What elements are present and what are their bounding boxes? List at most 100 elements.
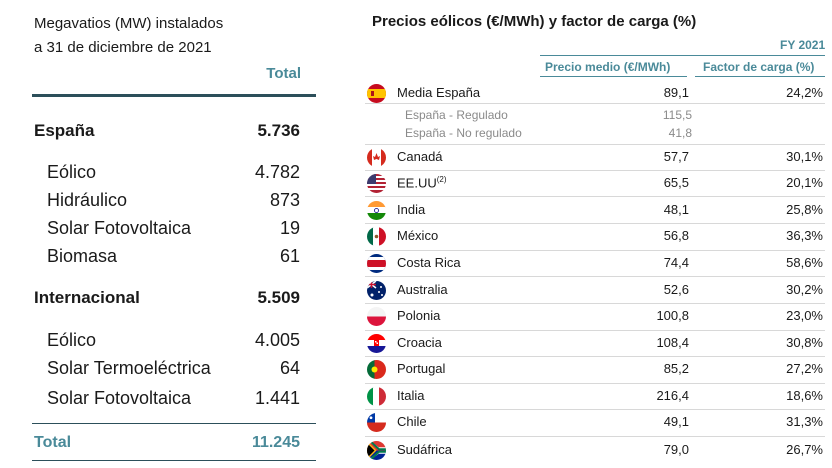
row-label: Internacional bbox=[34, 288, 140, 307]
spain-regulated-price: 115,5 bbox=[662, 108, 692, 122]
canada-flag-icon bbox=[367, 148, 386, 167]
row-divider bbox=[365, 383, 825, 384]
right-title: Precios eólicos (€/MWh) y factor de carg… bbox=[372, 13, 697, 30]
total-label: Total bbox=[34, 434, 72, 451]
price-value: 216,4 bbox=[656, 388, 689, 403]
price-header-rule bbox=[540, 76, 687, 77]
load-value: 24,2% bbox=[786, 85, 823, 100]
left-total-rule-top bbox=[32, 423, 316, 424]
country-name: México bbox=[397, 228, 439, 243]
load-value: 30,2% bbox=[786, 282, 823, 297]
country-name: Portugal bbox=[397, 361, 446, 376]
left-title-line1: Megavatios (MW) instalados bbox=[34, 15, 224, 32]
row-value: 61 bbox=[279, 245, 300, 266]
row-india: India 48,1 25,8% bbox=[365, 197, 825, 223]
south-africa-flag-icon bbox=[367, 441, 386, 460]
row-usa: EE.UU(2) 65,5 20,1% bbox=[365, 170, 825, 196]
row-divider bbox=[365, 330, 825, 331]
row-value: 1.441 bbox=[254, 387, 300, 408]
row-value: 873 bbox=[269, 189, 300, 210]
row-label: Solar Fotovoltaica bbox=[47, 387, 192, 408]
period-label: FY 2021 bbox=[780, 38, 826, 52]
row-label: Solar Fotovoltaica bbox=[47, 217, 192, 238]
country-name: Australia bbox=[397, 282, 448, 297]
row-label: Biomasa bbox=[47, 245, 118, 266]
load-value: 18,6% bbox=[786, 388, 823, 403]
row-divider bbox=[365, 436, 825, 437]
price-value: 89,1 bbox=[663, 85, 689, 100]
column-header-price: Precio medio (€/MWh) bbox=[545, 60, 671, 74]
price-value: 49,1 bbox=[663, 414, 689, 429]
country-name: Media España bbox=[397, 85, 481, 100]
country-name: Sudáfrica bbox=[397, 442, 452, 457]
row-south-africa: Sudáfrica 79,0 26,7% bbox=[365, 437, 825, 463]
total-value: 11.245 bbox=[251, 434, 300, 451]
spain-unregulated-price: 41,8 bbox=[668, 126, 692, 140]
left-row-internacional: Internacional 5.509 bbox=[34, 285, 300, 311]
row-label: Eólico bbox=[47, 161, 97, 182]
left-title-line2: a 31 de diciembre de 2021 bbox=[34, 39, 212, 56]
country-name: Croacia bbox=[397, 335, 442, 350]
price-value: 79,0 bbox=[663, 442, 689, 457]
load-value: 20,1% bbox=[786, 175, 823, 190]
row-divider bbox=[365, 250, 825, 251]
row-label: Eólico bbox=[47, 329, 97, 350]
country-name: Italia bbox=[397, 388, 425, 403]
load-value: 25,8% bbox=[786, 202, 823, 217]
usa-flag-icon bbox=[367, 174, 386, 193]
chile-flag-icon bbox=[367, 413, 386, 432]
row-divider bbox=[365, 276, 825, 277]
country-name: Chile bbox=[397, 414, 427, 429]
row-portugal: Portugal 85,2 27,2% bbox=[365, 356, 825, 382]
row-divider bbox=[365, 356, 825, 357]
left-column-header: Total bbox=[266, 65, 301, 82]
country-name: Costa Rica bbox=[397, 255, 461, 270]
price-value: 57,7 bbox=[663, 149, 689, 164]
load-value: 30,8% bbox=[786, 335, 823, 350]
costa-rica-flag-icon bbox=[367, 254, 386, 273]
left-row-biomasa: Biomasa 61 bbox=[47, 243, 300, 269]
price-value: 74,4 bbox=[663, 255, 689, 270]
load-value: 36,3% bbox=[786, 228, 823, 243]
left-row-solar-fotovoltaica: Solar Fotovoltaica 19 bbox=[47, 215, 300, 241]
row-divider bbox=[365, 196, 825, 197]
row-divider bbox=[365, 103, 825, 104]
load-value: 58,6% bbox=[786, 255, 823, 270]
column-header-load: Factor de carga (%) bbox=[703, 60, 815, 74]
price-value: 48,1 bbox=[663, 202, 689, 217]
row-canada: Canadá 57,7 30,1% bbox=[365, 144, 825, 170]
country-name: Canadá bbox=[397, 149, 443, 164]
row-divider bbox=[365, 409, 825, 410]
spain-unregulated-label: España - No regulado bbox=[405, 126, 522, 140]
price-value: 85,2 bbox=[663, 361, 689, 376]
footnote-marker: (2) bbox=[436, 175, 447, 184]
load-value: 31,3% bbox=[786, 414, 823, 429]
italy-flag-icon bbox=[367, 387, 386, 406]
row-value: 64 bbox=[279, 357, 300, 378]
row-costa-rica: Costa Rica 74,4 58,6% bbox=[365, 250, 825, 276]
country-name: India bbox=[397, 202, 426, 217]
australia-flag-icon bbox=[367, 281, 386, 300]
row-divider bbox=[365, 170, 825, 171]
left-row-eolico: Eólico 4.782 bbox=[47, 159, 300, 185]
india-flag-icon bbox=[367, 201, 386, 220]
row-media-espana: Media España 89,1 24,2% bbox=[365, 80, 825, 106]
load-value: 27,2% bbox=[786, 361, 823, 376]
row-divider bbox=[365, 144, 825, 145]
price-value: 100,8 bbox=[656, 308, 689, 323]
price-value: 65,5 bbox=[663, 175, 689, 190]
row-label: Hidráulico bbox=[47, 189, 128, 210]
poland-flag-icon bbox=[367, 307, 386, 326]
row-value: 5.736 bbox=[257, 121, 300, 140]
spain-flag-icon bbox=[367, 84, 386, 103]
row-value: 4.782 bbox=[254, 161, 300, 182]
row-australia: Australia 52,6 30,2% bbox=[365, 277, 825, 303]
left-row-espana: España 5.736 bbox=[34, 118, 300, 144]
mexico-flag-icon bbox=[367, 227, 386, 246]
price-value: 52,6 bbox=[663, 282, 689, 297]
row-label: España bbox=[34, 121, 95, 140]
row-value: 4.005 bbox=[254, 329, 300, 350]
row-croatia: Croacia 108,4 30,8% bbox=[365, 330, 825, 356]
portugal-flag-icon bbox=[367, 360, 386, 379]
row-divider bbox=[365, 223, 825, 224]
